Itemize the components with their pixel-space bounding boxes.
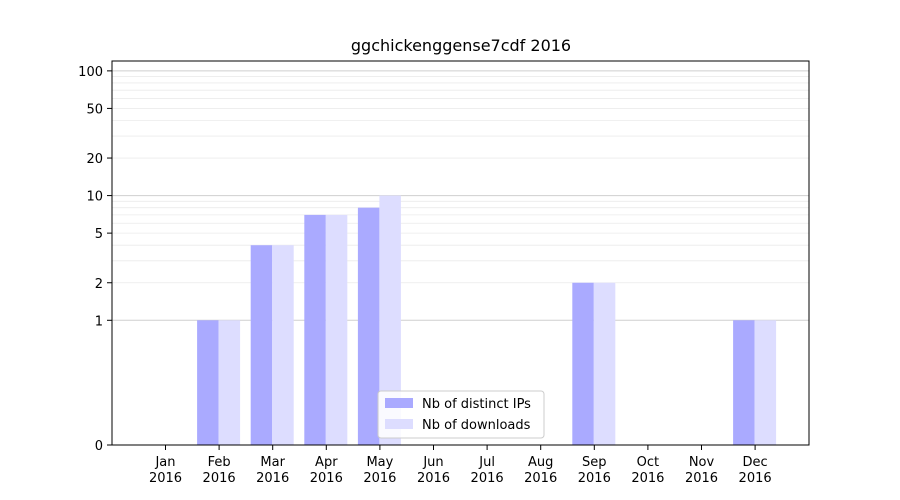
bar-ips bbox=[250, 245, 273, 445]
y-tick-label: 1 bbox=[95, 314, 103, 329]
bar-downloads bbox=[325, 214, 348, 445]
legend-swatch-ips bbox=[385, 398, 413, 408]
x-tick-label-year: 2016 bbox=[417, 471, 450, 486]
x-tick-label-month: Jun bbox=[422, 455, 443, 470]
legend: Nb of distinct IPs Nb of downloads bbox=[377, 390, 545, 439]
x-tick-label-month: Apr bbox=[315, 455, 338, 470]
legend-swatch-downloads bbox=[385, 419, 413, 429]
x-tick-label-year: 2016 bbox=[685, 471, 718, 486]
x-tick-label-month: Jan bbox=[154, 455, 175, 470]
x-tick-label-month: Aug bbox=[528, 455, 553, 470]
x-tick-label-month: Jul bbox=[478, 455, 495, 470]
x-tick-label-year: 2016 bbox=[256, 471, 289, 486]
chart-title: ggchickenggense7cdf 2016 bbox=[351, 36, 571, 55]
x-tick-label-month: May bbox=[366, 455, 393, 470]
grid-layer bbox=[112, 70, 809, 321]
x-tick-label-month: Nov bbox=[689, 455, 715, 470]
x-tick-label-year: 2016 bbox=[631, 471, 664, 486]
x-tick-label-month: Mar bbox=[260, 455, 285, 470]
bar-ips bbox=[357, 207, 380, 445]
legend-label-downloads: Nb of downloads bbox=[422, 418, 531, 433]
x-tick-label-year: 2016 bbox=[471, 471, 504, 486]
bar-ips bbox=[733, 320, 755, 445]
y-tick-label: 10 bbox=[86, 190, 103, 205]
legend-frame bbox=[377, 390, 545, 439]
x-tick-label-year: 2016 bbox=[578, 471, 611, 486]
y-tick-label: 0 bbox=[95, 439, 103, 454]
x-tick-label-year: 2016 bbox=[739, 471, 772, 486]
bar-downloads bbox=[272, 245, 294, 445]
bar-ips bbox=[197, 320, 219, 445]
y-tick-label: 20 bbox=[86, 152, 103, 167]
x-axis: Jan2016Feb2016Mar2016Apr2016May2016Jun20… bbox=[149, 445, 772, 486]
plot-frame bbox=[111, 60, 810, 446]
bar-downloads bbox=[593, 282, 616, 445]
y-tick-label: 100 bbox=[78, 65, 103, 80]
x-tick-label-month: Oct bbox=[637, 455, 659, 470]
y-tick-label: 50 bbox=[86, 102, 103, 117]
x-tick-label-month: Sep bbox=[582, 455, 607, 470]
bar-downloads bbox=[218, 320, 241, 445]
x-tick-label-year: 2016 bbox=[524, 471, 557, 486]
y-tick-label: 5 bbox=[95, 227, 103, 242]
y-axis: 0 1 2 5 10 20 50 100 bbox=[78, 65, 112, 454]
x-tick-label-year: 2016 bbox=[310, 471, 343, 486]
legend-label-ips: Nb of distinct IPs bbox=[422, 397, 531, 412]
bar-ips bbox=[304, 214, 326, 445]
x-tick-label-year: 2016 bbox=[149, 471, 182, 486]
bar-downloads bbox=[379, 195, 401, 445]
x-tick-label-year: 2016 bbox=[363, 471, 396, 486]
x-tick-label-month: Feb bbox=[208, 455, 231, 470]
bar-downloads bbox=[754, 320, 777, 445]
x-tick-label-month: Dec bbox=[743, 455, 768, 470]
bars-layer bbox=[197, 195, 777, 445]
y-tick-label: 2 bbox=[95, 277, 103, 292]
x-tick-label-year: 2016 bbox=[203, 471, 236, 486]
bar-ips bbox=[572, 282, 594, 445]
